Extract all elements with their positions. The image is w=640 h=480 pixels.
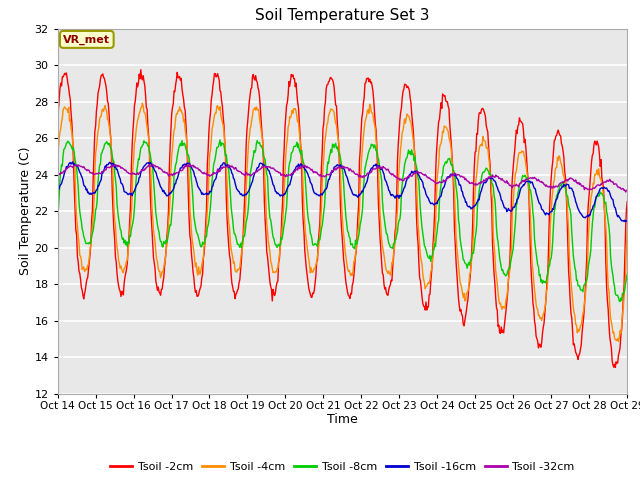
Text: VR_met: VR_met (63, 34, 110, 45)
Tsoil -4cm (614, 338, 622, 344)
Tsoil -32cm (413, 170, 420, 176)
Line: Tsoil -32cm: Tsoil -32cm (58, 164, 627, 192)
Line: Tsoil -4cm: Tsoil -4cm (58, 103, 627, 341)
Tsoil -2cm (429, 240, 437, 246)
Tsoil -16cm (69, 159, 77, 165)
Tsoil -2cm (123, 266, 131, 272)
Tsoil -16cm (64, 164, 72, 170)
Y-axis label: Soil Temperature (C): Soil Temperature (C) (19, 147, 31, 276)
Tsoil -16cm (124, 191, 131, 197)
Tsoil -16cm (429, 201, 437, 207)
Tsoil -32cm (180, 165, 188, 171)
Tsoil -8cm (180, 140, 188, 146)
Tsoil -4cm (429, 250, 437, 255)
Tsoil -32cm (622, 189, 630, 195)
Tsoil -8cm (429, 247, 437, 253)
Tsoil -8cm (123, 239, 131, 245)
Tsoil -32cm (211, 171, 219, 177)
Tsoil -4cm (123, 259, 131, 264)
Tsoil -32cm (429, 178, 437, 183)
Tsoil -16cm (54, 187, 61, 193)
Tsoil -16cm (211, 177, 219, 182)
Tsoil -8cm (216, 137, 224, 143)
Line: Tsoil -16cm: Tsoil -16cm (58, 162, 627, 222)
Tsoil -8cm (211, 159, 218, 165)
Tsoil -2cm (137, 67, 145, 72)
Tsoil -16cm (181, 161, 189, 167)
Tsoil -32cm (186, 161, 194, 167)
Tsoil -4cm (64, 109, 72, 115)
Tsoil -2cm (64, 81, 72, 86)
Tsoil -32cm (123, 168, 131, 174)
Tsoil -8cm (616, 299, 624, 304)
Tsoil -8cm (623, 271, 631, 277)
Tsoil -4cm (623, 226, 631, 231)
Tsoil -2cm (611, 365, 619, 371)
Line: Tsoil -8cm: Tsoil -8cm (58, 140, 627, 301)
Tsoil -4cm (211, 110, 219, 116)
Tsoil -32cm (623, 187, 631, 193)
Tsoil -32cm (64, 165, 72, 170)
Tsoil -2cm (54, 114, 61, 120)
Tsoil -4cm (181, 127, 189, 133)
Tsoil -8cm (54, 212, 61, 217)
Tsoil -4cm (138, 100, 146, 106)
Tsoil -2cm (623, 199, 631, 204)
Legend: Tsoil -2cm, Tsoil -4cm, Tsoil -8cm, Tsoil -16cm, Tsoil -32cm: Tsoil -2cm, Tsoil -4cm, Tsoil -8cm, Tsoi… (106, 457, 579, 477)
Tsoil -32cm (54, 172, 61, 178)
Tsoil -8cm (413, 164, 420, 169)
Tsoil -4cm (54, 156, 61, 162)
Tsoil -16cm (623, 218, 631, 224)
Tsoil -16cm (413, 168, 420, 174)
Tsoil -2cm (413, 213, 420, 219)
Tsoil -8cm (64, 138, 72, 144)
Tsoil -2cm (181, 108, 189, 113)
Tsoil -16cm (622, 219, 630, 225)
Title: Soil Temperature Set 3: Soil Temperature Set 3 (255, 9, 429, 24)
Tsoil -2cm (211, 71, 219, 76)
Tsoil -4cm (413, 177, 420, 183)
X-axis label: Time: Time (327, 413, 358, 426)
Line: Tsoil -2cm: Tsoil -2cm (58, 70, 627, 368)
